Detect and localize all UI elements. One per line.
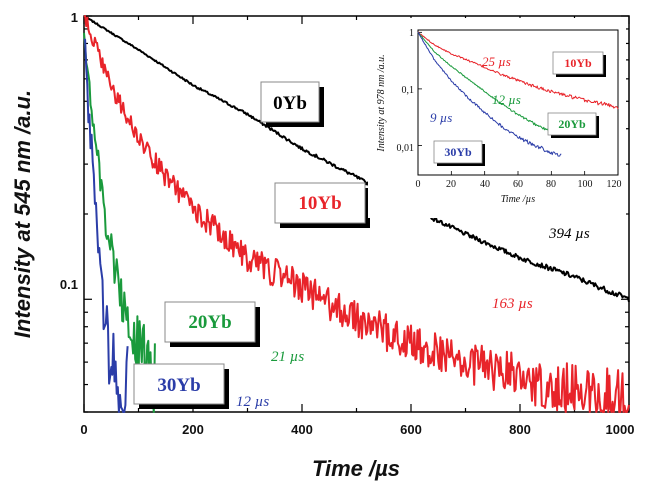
inset-lifetime-label-10yb: 25 µs bbox=[482, 54, 511, 69]
inset-y-tick-label: 1 bbox=[409, 28, 414, 39]
inset-chart: 0 20 40 60 80 100 120 0,01 0,1 1 Time /µ… bbox=[368, 18, 626, 218]
inset-x-tick-label: 40 bbox=[480, 179, 490, 190]
inset-x-tick-label: 60 bbox=[513, 179, 523, 190]
legend-0yb: 0Yb bbox=[260, 81, 324, 127]
inset-legend-label-20yb: 20Yb bbox=[558, 117, 586, 131]
inset-x-tick-label: 0 bbox=[416, 179, 421, 190]
main-series-line-0yb bbox=[83, 15, 630, 303]
inset-x-tick-label: 80 bbox=[546, 179, 556, 190]
inset-x-tick-label: 20 bbox=[446, 179, 456, 190]
legend-label-0yb: 0Yb bbox=[273, 93, 307, 114]
inset-legend-20yb: 20Yb bbox=[547, 112, 599, 138]
x-tick-label: 800 bbox=[509, 422, 531, 437]
inset-series-line-30yb bbox=[417, 31, 562, 157]
inset-legend-30yb: 30Yb bbox=[433, 140, 485, 166]
x-tick-label: 400 bbox=[291, 422, 313, 437]
legend-label-30yb: 30Yb bbox=[157, 375, 200, 396]
legend-10yb: 10Yb bbox=[274, 182, 370, 228]
lifetime-label-30yb: 12 µs bbox=[236, 394, 269, 410]
legend-label-20yb: 20Yb bbox=[188, 312, 231, 333]
inset-legend-label-30yb: 30Yb bbox=[444, 145, 472, 159]
lifetime-label-10yb: 163 µs bbox=[492, 296, 533, 312]
inset-y-tick-label: 0,01 bbox=[397, 143, 415, 154]
inset-series-line-10yb bbox=[417, 31, 619, 110]
inset-y-tick-label: 0,1 bbox=[402, 85, 415, 96]
main-ticks bbox=[83, 15, 630, 413]
legend-20yb: 20Yb bbox=[164, 301, 260, 347]
main-series-line-20yb bbox=[83, 32, 156, 413]
inset-ticks bbox=[417, 31, 619, 175]
main-series-line-10yb bbox=[83, 15, 630, 413]
x-tick-label: 0 bbox=[80, 422, 87, 437]
inset-series-line-20yb bbox=[417, 31, 562, 137]
x-tick-label: 1000 bbox=[606, 422, 635, 437]
legend-label-10yb: 10Yb bbox=[298, 193, 341, 214]
inset-y-axis-title: Intensity at 978 nm /a.u. bbox=[376, 54, 387, 152]
inset-x-tick-label: 120 bbox=[607, 179, 622, 190]
lifetime-label-20yb: 21 µs bbox=[271, 349, 304, 365]
legend-30yb: 30Yb bbox=[133, 363, 229, 409]
inset-legend-10yb: 10Yb bbox=[552, 51, 606, 77]
inset-x-axis-title: Time /µs bbox=[501, 194, 535, 205]
lifetime-label-0yb: 394 µs bbox=[548, 226, 590, 242]
main-y-axis-title: Intensity at 545 nm /a.u. bbox=[10, 90, 35, 338]
inset-lifetime-label-30yb: 9 µs bbox=[430, 110, 452, 125]
y-tick-label: 0.1 bbox=[60, 277, 78, 292]
inset-legend-label-10yb: 10Yb bbox=[564, 56, 592, 70]
y-tick-label: 1 bbox=[71, 10, 78, 25]
main-series-line-30yb bbox=[83, 38, 129, 413]
main-x-axis-title: Time /µs bbox=[312, 456, 400, 481]
inset-x-tick-label: 100 bbox=[578, 179, 593, 190]
inset-lifetime-label-20yb: 12 µs bbox=[492, 92, 521, 107]
inset-series bbox=[417, 31, 619, 157]
x-tick-label: 200 bbox=[182, 422, 204, 437]
main-series bbox=[83, 15, 630, 413]
x-tick-label: 600 bbox=[400, 422, 422, 437]
